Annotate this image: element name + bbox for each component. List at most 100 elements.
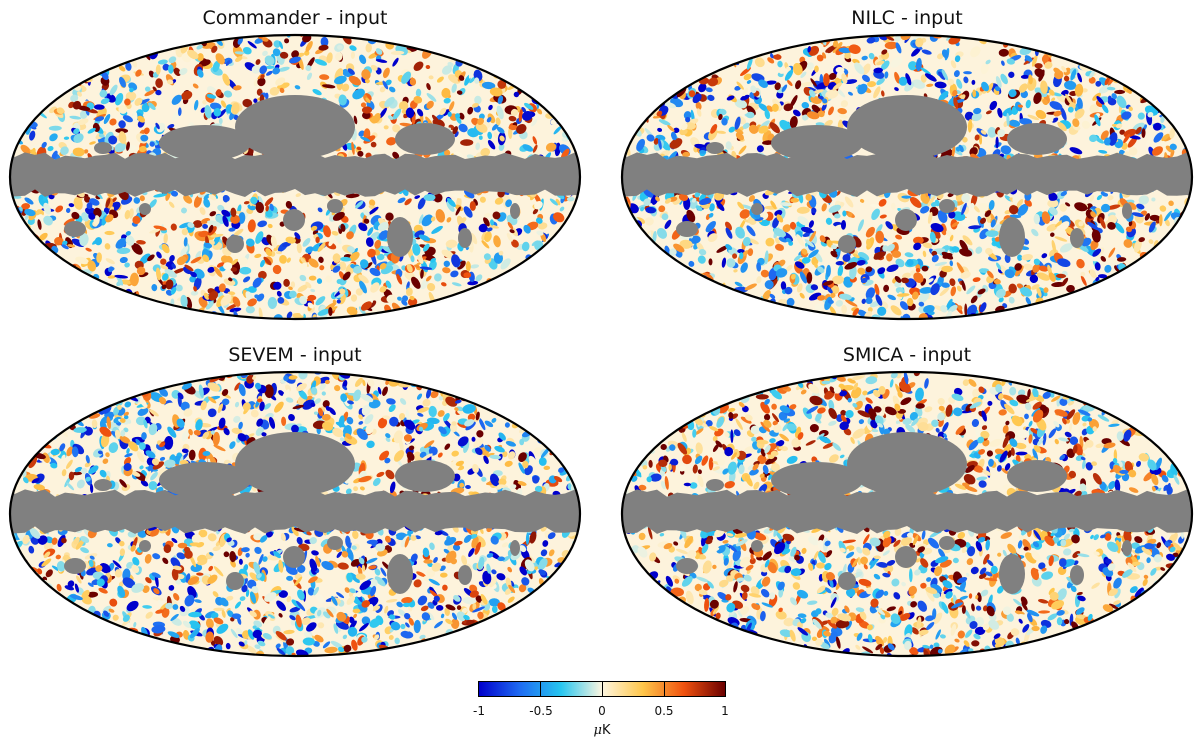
temperature-fluctuation [374,239,382,249]
temperature-fluctuation [423,193,436,202]
temperature-fluctuation [416,108,424,117]
temperature-fluctuation [376,253,385,261]
temperature-fluctuation [75,256,89,265]
temperature-fluctuation [471,102,479,108]
temperature-fluctuation [392,151,400,160]
temperature-fluctuation [93,207,102,218]
temperature-fluctuation [431,114,441,125]
temperature-fluctuation [457,260,466,270]
temperature-fluctuation [208,194,217,201]
temperature-fluctuation [243,201,250,205]
temperature-fluctuation [190,290,199,296]
temperature-fluctuation [140,134,149,142]
temperature-fluctuation [834,213,841,219]
temperature-fluctuation [220,255,233,265]
temperature-fluctuation [269,203,274,212]
temperature-fluctuation [228,277,233,282]
temperature-fluctuation [255,231,264,244]
temperature-fluctuation [964,111,974,121]
temperature-fluctuation [230,214,240,224]
temperature-fluctuation [358,274,369,284]
temperature-fluctuation [67,244,76,248]
temperature-fluctuation [884,41,899,50]
temperature-fluctuation [265,210,273,218]
temperature-fluctuation [222,195,230,202]
temperature-fluctuation [442,65,452,75]
temperature-fluctuation [709,203,715,212]
temperature-fluctuation [545,142,557,152]
temperature-fluctuation [155,267,162,281]
temperature-fluctuation [245,238,255,247]
temperature-fluctuation [72,147,85,157]
temperature-fluctuation [358,222,368,232]
temperature-fluctuation [490,219,494,226]
temperature-fluctuation [297,284,309,293]
temperature-fluctuation [207,226,217,236]
temperature-fluctuation [523,224,531,234]
temperature-fluctuation [443,97,451,104]
temperature-fluctuation [299,274,307,282]
temperature-fluctuation [315,236,320,244]
temperature-fluctuation [233,223,240,229]
temperature-fluctuation [171,94,182,105]
temperature-fluctuation [199,207,206,216]
temperature-fluctuation [21,203,31,210]
temperature-fluctuation [170,190,179,197]
temperature-fluctuation [921,265,929,272]
temperature-fluctuation [239,266,252,275]
temperature-fluctuation [245,305,255,314]
temperature-fluctuation [317,207,323,213]
temperature-fluctuation [162,63,170,71]
temperature-fluctuation [172,268,185,274]
temperature-fluctuation [217,108,227,119]
temperature-fluctuation [431,225,443,234]
temperature-fluctuation [451,282,462,287]
temperature-fluctuation [213,266,223,278]
temperature-fluctuation [524,102,534,110]
temperature-fluctuation [126,141,130,151]
temperature-fluctuation [177,107,182,116]
temperature-fluctuation [168,56,177,64]
temperature-fluctuation [411,276,421,289]
temperature-fluctuation [233,85,242,91]
temperature-fluctuation [474,77,480,84]
temperature-fluctuation [49,133,58,142]
temperature-fluctuation [190,256,202,264]
temperature-fluctuation [320,36,329,47]
temperature-fluctuation [277,297,285,304]
temperature-fluctuation [114,274,129,279]
temperature-fluctuation [278,66,290,72]
temperature-fluctuation [409,77,417,86]
temperature-fluctuation [231,102,240,115]
temperature-fluctuation [426,93,437,102]
temperature-fluctuation [105,214,114,223]
temperature-fluctuation [835,87,846,98]
temperature-fluctuation [286,311,293,319]
temperature-fluctuation [24,208,36,217]
temperature-fluctuation [176,256,187,266]
temperature-fluctuation [104,230,115,236]
temperature-fluctuation [118,65,126,72]
temperature-fluctuation [151,284,158,292]
temperature-fluctuation [63,218,75,226]
temperature-fluctuation [203,193,210,200]
temperature-fluctuation [375,48,383,55]
temperature-fluctuation [486,116,492,123]
point-source-mask [939,199,955,213]
temperature-fluctuation [137,115,146,123]
map-panel-commander: Commander - input [5,6,585,326]
temperature-fluctuation [109,118,117,126]
temperature-fluctuation [165,279,174,290]
temperature-fluctuation [180,245,189,257]
temperature-fluctuation [450,270,459,278]
temperature-fluctuation [350,51,356,59]
temperature-fluctuation [212,60,220,73]
temperature-fluctuation [265,248,273,257]
temperature-fluctuation [192,83,199,89]
temperature-fluctuation [388,86,396,93]
temperature-fluctuation [43,202,51,215]
temperature-fluctuation [211,45,218,53]
temperature-fluctuation [377,222,389,232]
temperature-fluctuation [486,227,493,232]
temperature-fluctuation [469,76,476,84]
